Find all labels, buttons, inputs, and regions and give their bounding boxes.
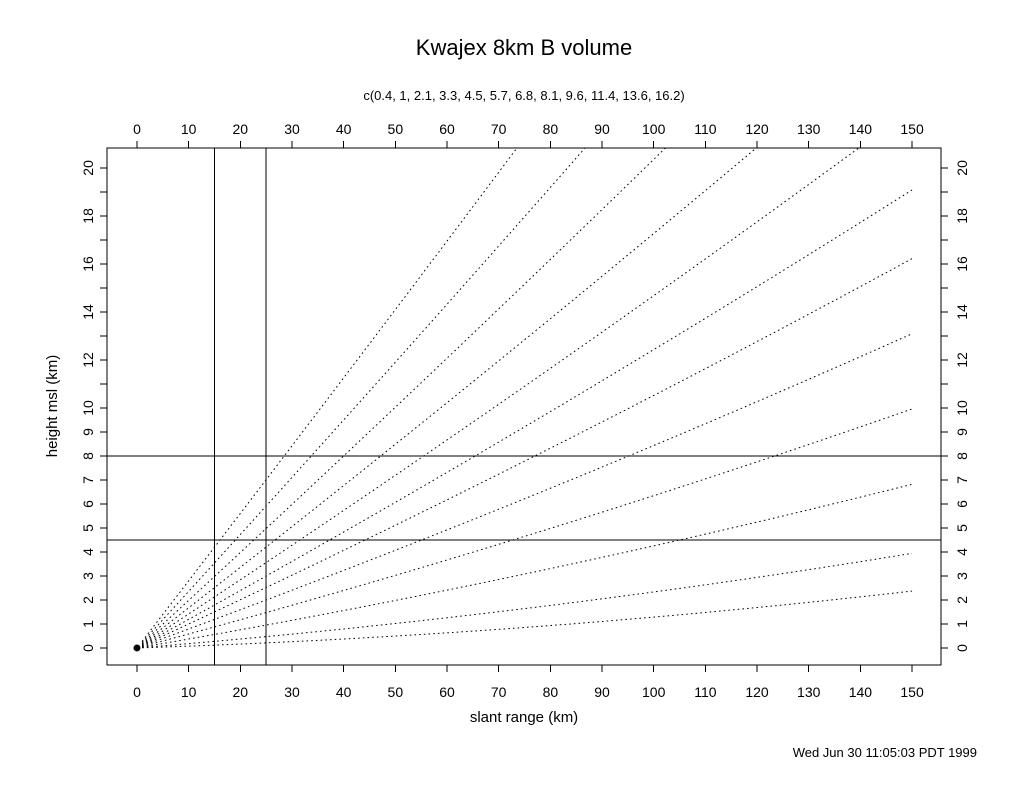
x-tick-label-top: 80	[543, 121, 559, 137]
x-tick-label-top: 70	[491, 121, 507, 137]
y-axis-title: height msl (km)	[44, 355, 61, 458]
y-tick-label-left: 9	[80, 428, 96, 436]
beam-curve-11.4deg	[141, 147, 666, 644]
beam-curve-5.7deg	[141, 258, 913, 647]
x-tick-label-top: 130	[797, 121, 821, 137]
beam-curve-6.8deg	[141, 189, 913, 646]
y-tick-label-left: 7	[80, 476, 96, 484]
y-tick-label-right: 3	[954, 572, 970, 580]
axis-ticks	[100, 141, 948, 672]
y-tick-label-left: 14	[80, 304, 96, 320]
x-tick-label-bottom: 90	[594, 684, 610, 700]
chart-subtitle: c(0.4, 1, 2.1, 3.3, 4.5, 5.7, 6.8, 8.1, …	[363, 88, 684, 103]
y-tick-label-right: 1	[954, 620, 970, 628]
x-tick-label-top: 140	[849, 121, 873, 137]
x-tick-label-bottom: 60	[439, 684, 455, 700]
x-tick-label-top: 90	[594, 121, 610, 137]
x-tick-label-top: 150	[900, 121, 924, 137]
y-tick-label-right: 18	[954, 208, 970, 224]
beam-curve-8.1deg	[141, 147, 860, 645]
reference-lines	[107, 148, 941, 665]
x-tick-label-bottom: 110	[694, 684, 717, 700]
y-tick-label-left: 6	[80, 500, 96, 508]
y-tick-label-left: 12	[80, 352, 96, 368]
x-tick-label-bottom: 140	[849, 684, 873, 700]
beam-curve-9.6deg	[141, 147, 757, 645]
x-tick-label-top: 20	[233, 121, 249, 137]
y-tick-label-right: 12	[954, 352, 970, 368]
y-tick-label-left: 0	[80, 644, 96, 652]
x-tick-label-top: 30	[284, 121, 300, 137]
y-tick-label-right: 0	[954, 644, 970, 652]
y-tick-label-left: 8	[80, 452, 96, 460]
chart-title: Kwajex 8km B volume	[416, 35, 632, 60]
y-tick-label-left: 4	[80, 548, 96, 556]
x-tick-label-bottom: 0	[133, 684, 141, 700]
y-tick-label-right: 4	[954, 548, 970, 556]
y-tick-label-left: 20	[80, 160, 96, 176]
x-tick-label-bottom: 30	[284, 684, 300, 700]
y-tick-label-right: 8	[954, 452, 970, 460]
radar-origin-marker	[133, 644, 141, 652]
y-tick-label-left: 3	[80, 572, 96, 580]
y-tick-label-right: 7	[954, 476, 970, 484]
tick-labels: 0010102020303040405050606070708080909010…	[80, 121, 970, 700]
timestamp: Wed Jun 30 11:05:03 PDT 1999	[793, 745, 977, 760]
x-tick-label-bottom: 80	[543, 684, 559, 700]
beam-curve-0.4deg	[142, 590, 913, 649]
beam-curve-4.5deg	[141, 333, 913, 647]
beam-curves	[133, 147, 913, 652]
x-tick-label-top: 0	[133, 121, 141, 137]
y-tick-label-right: 5	[954, 524, 970, 532]
x-tick-label-top: 110	[694, 121, 717, 137]
x-tick-label-bottom: 10	[181, 684, 197, 700]
x-tick-label-bottom: 150	[900, 684, 924, 700]
x-tick-label-bottom: 70	[491, 684, 507, 700]
x-tick-label-bottom: 120	[745, 684, 769, 700]
y-tick-label-left: 5	[80, 524, 96, 532]
beam-curve-3.3deg	[142, 408, 913, 648]
y-tick-label-right: 2	[954, 596, 970, 604]
x-axis-title: slant range (km)	[470, 709, 578, 726]
beam-curve-13.6deg	[141, 147, 586, 643]
x-tick-label-top: 120	[745, 121, 769, 137]
beam-curve-16.2deg	[141, 147, 518, 642]
x-tick-label-bottom: 130	[797, 684, 821, 700]
y-tick-label-left: 16	[80, 256, 96, 272]
x-tick-label-bottom: 20	[233, 684, 249, 700]
beam-curve-2.1deg	[142, 483, 913, 648]
y-tick-label-right: 9	[954, 428, 970, 436]
x-tick-label-top: 60	[439, 121, 455, 137]
y-tick-label-right: 20	[954, 160, 970, 176]
plot-border	[106, 147, 942, 666]
x-tick-label-bottom: 40	[336, 684, 352, 700]
x-tick-label-top: 10	[181, 121, 197, 137]
y-tick-label-right: 14	[954, 304, 970, 320]
x-tick-label-top: 40	[336, 121, 352, 137]
y-tick-label-left: 2	[80, 596, 96, 604]
x-tick-label-bottom: 50	[388, 684, 404, 700]
y-tick-label-right: 16	[954, 256, 970, 272]
beam-curve-1deg	[142, 552, 913, 649]
x-tick-label-top: 50	[388, 121, 404, 137]
x-tick-label-bottom: 100	[642, 684, 666, 700]
y-tick-label-right: 10	[954, 400, 970, 416]
y-tick-label-right: 6	[954, 500, 970, 508]
y-tick-label-left: 1	[80, 620, 96, 628]
y-tick-label-left: 18	[80, 208, 96, 224]
x-tick-label-top: 100	[642, 121, 666, 137]
y-tick-label-left: 10	[80, 400, 96, 416]
